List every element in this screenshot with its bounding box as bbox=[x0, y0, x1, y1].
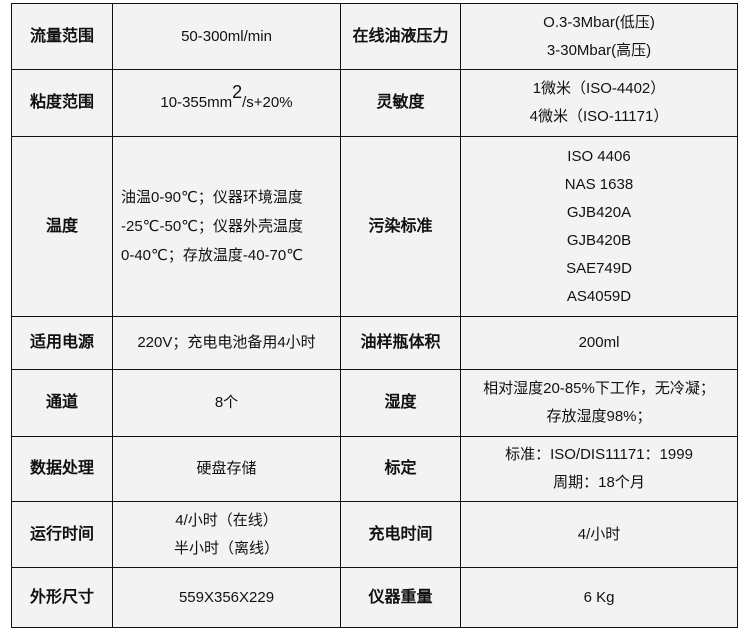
table-row: 数据处理 硬盘存储 标定 标准：ISO/DIS11171：1999 周期：18个月 bbox=[11, 436, 738, 502]
table-row: 通道 8个 湿度 相对湿度20-85%下工作，无冷凝； 存放湿度98%； bbox=[11, 369, 738, 437]
value-line: 6 Kg bbox=[583, 588, 615, 606]
spec-label-text: 仪器重量 bbox=[368, 588, 433, 606]
spec-value: 8个 bbox=[112, 369, 341, 437]
spec-label: 通道 bbox=[11, 369, 113, 437]
spec-label: 充电时间 bbox=[340, 501, 461, 568]
value-line: 周期：18个月 bbox=[553, 474, 645, 491]
spec-label-text: 流量范围 bbox=[29, 27, 94, 45]
spec-label-text: 在线油液压力 bbox=[352, 27, 449, 45]
value-line: O.3-3Mbar(低压) bbox=[543, 13, 655, 31]
value-text: /s+20% bbox=[242, 94, 293, 111]
spec-label-text: 油样瓶体积 bbox=[360, 334, 441, 351]
spec-label-text: 通道 bbox=[45, 394, 78, 411]
value-line: GJB420A bbox=[566, 203, 632, 221]
value-line: AS4059D bbox=[566, 287, 632, 305]
value-line: 0-40℃；存放温度-40-70℃ bbox=[121, 247, 304, 264]
value-line: -25℃-50℃；仪器外壳温度 bbox=[121, 218, 304, 235]
value-line: NAS 1638 bbox=[564, 175, 634, 193]
spec-label: 在线油液压力 bbox=[340, 3, 461, 70]
value-line: ISO 4406 bbox=[567, 147, 631, 165]
spec-label: 外形尺寸 bbox=[11, 567, 113, 628]
spec-label: 运行时间 bbox=[11, 501, 113, 568]
value-line: GJB420B bbox=[566, 231, 632, 249]
spec-label: 湿度 bbox=[340, 369, 461, 437]
spec-value: 10-355mm2/s+20% bbox=[112, 69, 341, 137]
value-line: 油温0-90℃；仪器环境温度 bbox=[121, 189, 303, 206]
spec-value: 200ml bbox=[460, 316, 738, 370]
spec-value: 4/小时 bbox=[460, 501, 738, 568]
spec-label-text: 温度 bbox=[45, 217, 78, 235]
value-line: 559X356X229 bbox=[178, 588, 275, 606]
value-line: 50-300ml/min bbox=[181, 27, 272, 45]
spec-label-text: 适用电源 bbox=[29, 334, 94, 351]
spec-value: 220V；充电电池备用4小时 bbox=[112, 316, 341, 370]
value-line: 1微米（ISO-4402） bbox=[532, 80, 666, 97]
spec-label: 流量范围 bbox=[11, 3, 113, 70]
spec-value: 油温0-90℃；仪器环境温度 -25℃-50℃；仪器外壳温度 0-40℃；存放温度-… bbox=[112, 136, 341, 317]
table-row: 温度 油温0-90℃；仪器环境温度 -25℃-50℃；仪器外壳温度 0-40℃；存放温… bbox=[11, 136, 738, 317]
table-row: 适用电源 220V；充电电池备用4小时 油样瓶体积 200ml bbox=[11, 316, 738, 370]
spec-label: 温度 bbox=[11, 136, 113, 317]
spec-table: 流量范围 50-300ml/min 在线油液压力 O.3-3Mbar(低压) 3-30M… bbox=[11, 3, 738, 628]
spec-value: 50-300ml/min bbox=[112, 3, 341, 70]
value-line: 存放湿度98%； bbox=[546, 408, 652, 425]
value-line: 标准：ISO/DIS11171：1999 bbox=[505, 446, 693, 463]
superscript: 2 bbox=[232, 82, 243, 102]
spec-label-text: 充电时间 bbox=[368, 525, 433, 543]
value-text: 10-355mm bbox=[160, 94, 233, 111]
value-line: 4微米（ISO-11171） bbox=[529, 108, 669, 125]
table-row: 流量范围 50-300ml/min 在线油液压力 O.3-3Mbar(低压) 3-30M… bbox=[11, 3, 738, 70]
spec-label-text: 数据处理 bbox=[29, 460, 94, 477]
spec-value: 4/小时（在线） 半小时（离线） bbox=[112, 501, 341, 568]
value-line: 相对湿度20-85%下工作，无冷凝； bbox=[483, 380, 715, 397]
value-line: 4/小时（在线） bbox=[175, 511, 278, 529]
spec-label: 油样瓶体积 bbox=[340, 316, 461, 370]
spec-label-text: 外形尺寸 bbox=[29, 588, 94, 606]
spec-value: 标准：ISO/DIS11171：1999 周期：18个月 bbox=[460, 436, 738, 502]
value-line: 200ml bbox=[578, 334, 620, 351]
spec-label-text: 灵敏度 bbox=[376, 94, 425, 111]
spec-label: 标定 bbox=[340, 436, 461, 502]
spec-label-text: 标定 bbox=[384, 460, 417, 477]
spec-label: 仪器重量 bbox=[340, 567, 461, 628]
value-line: 4/小时 bbox=[577, 525, 621, 543]
spec-value: ISO 4406 NAS 1638 GJB420A GJB420B SAE749D AS4… bbox=[460, 136, 738, 317]
spec-value: 6 Kg bbox=[460, 567, 738, 628]
value-line: 8个 bbox=[214, 394, 239, 411]
spec-value: 硬盘存储 bbox=[112, 436, 341, 502]
spec-label: 粘度范围 bbox=[11, 69, 113, 137]
spec-label: 灵敏度 bbox=[340, 69, 461, 137]
value-line: 220V；充电电池备用4小时 bbox=[137, 334, 316, 351]
spec-value: 相对湿度20-85%下工作，无冷凝； 存放湿度98%； bbox=[460, 369, 738, 437]
table-row: 粘度范围 10-355mm2/s+20% 灵敏度 1微米（ISO-4402） 4微米（I… bbox=[11, 69, 738, 137]
spec-label-text: 污染标准 bbox=[368, 217, 433, 235]
spec-value: 559X356X229 bbox=[112, 567, 341, 628]
value-line: SAE749D bbox=[566, 259, 632, 277]
table-row: 运行时间 4/小时（在线） 半小时（离线） 充电时间 4/小时 bbox=[11, 501, 738, 568]
value-line: 半小时（离线） bbox=[173, 539, 279, 557]
spec-value: O.3-3Mbar(低压) 3-30Mbar(高压) bbox=[460, 3, 738, 70]
spec-label-text: 湿度 bbox=[384, 394, 417, 411]
spec-value: 1微米（ISO-4402） 4微米（ISO-11171） bbox=[460, 69, 738, 137]
value-line: 硬盘存储 bbox=[196, 460, 257, 477]
table-row: 外形尺寸 559X356X229 仪器重量 6 Kg bbox=[11, 567, 738, 628]
spec-label: 适用电源 bbox=[11, 316, 113, 370]
spec-label-text: 运行时间 bbox=[29, 525, 94, 543]
spec-label: 数据处理 bbox=[11, 436, 113, 502]
spec-label-text: 粘度范围 bbox=[29, 94, 94, 111]
value-line: 3-30Mbar(高压) bbox=[546, 41, 652, 59]
spec-label: 污染标准 bbox=[340, 136, 461, 317]
